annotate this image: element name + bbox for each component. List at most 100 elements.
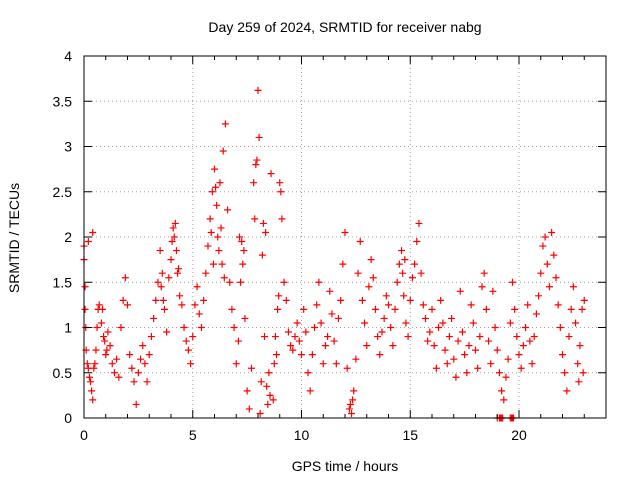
data-point [565,333,573,341]
data-point [439,319,447,327]
data-point [152,296,160,304]
grid-lines [84,56,606,418]
data-point [519,342,527,350]
data-point [208,188,216,196]
data-point [502,373,510,381]
chart-title: Day 259 of 2024, SRMTID for receiver nab… [208,19,481,35]
data-point [472,346,479,354]
data-point [530,333,538,341]
data-point [280,278,288,286]
x-tick-label: 5 [189,427,197,443]
data-point [387,324,395,331]
data-point [289,346,297,354]
data-point [319,360,327,368]
data-point [450,355,458,363]
data-point [232,360,240,368]
data-point [100,333,108,341]
data-point [324,333,332,341]
data-point [545,283,553,291]
data-point [258,251,266,259]
data-point [275,292,283,300]
data-point [358,296,366,304]
data-point [219,147,227,155]
data-point [264,400,272,408]
data-point [176,292,184,300]
data-point [204,242,212,250]
data-point [175,265,183,273]
data-point [389,342,397,350]
data-point [411,260,419,268]
data-point [269,396,277,404]
data-point [84,238,92,246]
data-point [191,301,199,309]
data-point [81,305,89,313]
data-point [266,391,274,399]
data-point [88,387,96,395]
data-point [276,179,284,187]
data-point [195,310,203,318]
data-point [511,305,519,313]
data-point [535,292,543,300]
data-point [349,396,357,404]
y-tick-label: 2 [64,229,72,245]
data-point [356,238,364,246]
data-point [408,274,416,282]
data-point [424,337,432,345]
data-point [528,360,536,368]
data-point [448,314,456,322]
data-point [469,319,477,327]
data-point [226,278,234,286]
data-point [262,228,270,236]
data-point [419,301,427,309]
data-point [300,305,308,313]
data-point [454,337,462,345]
data-point [400,292,408,300]
data-point [398,247,406,255]
y-tick-label: 3.5 [53,93,73,109]
data-point [506,319,514,327]
x-tick-label: 0 [80,427,88,443]
data-point [306,387,314,395]
data-point [500,396,508,404]
data-point [308,351,316,359]
data-point [187,360,195,368]
data-point [234,337,242,345]
data-point [159,296,167,304]
data-point [215,247,223,255]
y-tick-label: 3 [64,139,72,155]
data-point [541,233,549,241]
data-point [145,351,153,359]
data-point [150,314,158,322]
data-point [463,369,471,377]
data-point [517,364,525,372]
data-point [178,301,186,309]
data-point [363,342,371,350]
data-point [89,228,97,236]
data-point [137,355,145,363]
data-point [213,201,221,209]
data-point [263,382,271,390]
data-point [504,355,512,363]
data-point [311,324,319,331]
data-point [404,333,412,341]
data-point [354,269,362,277]
data-point [212,183,220,191]
data-point [452,373,460,381]
data-point [487,360,495,368]
data-point [569,283,577,291]
data-point [426,328,434,336]
data-point [561,369,569,377]
data-point [402,319,410,327]
data-point [147,333,155,341]
data-point [218,260,226,268]
data-point [119,296,127,304]
y-tick-label: 0.5 [53,365,73,381]
data-point [293,319,301,327]
y-tick-label: 2.5 [53,184,73,200]
data-point [265,369,273,377]
data-point [220,274,228,282]
data-point [572,319,580,327]
data-point [334,314,342,322]
data-point [143,378,151,386]
